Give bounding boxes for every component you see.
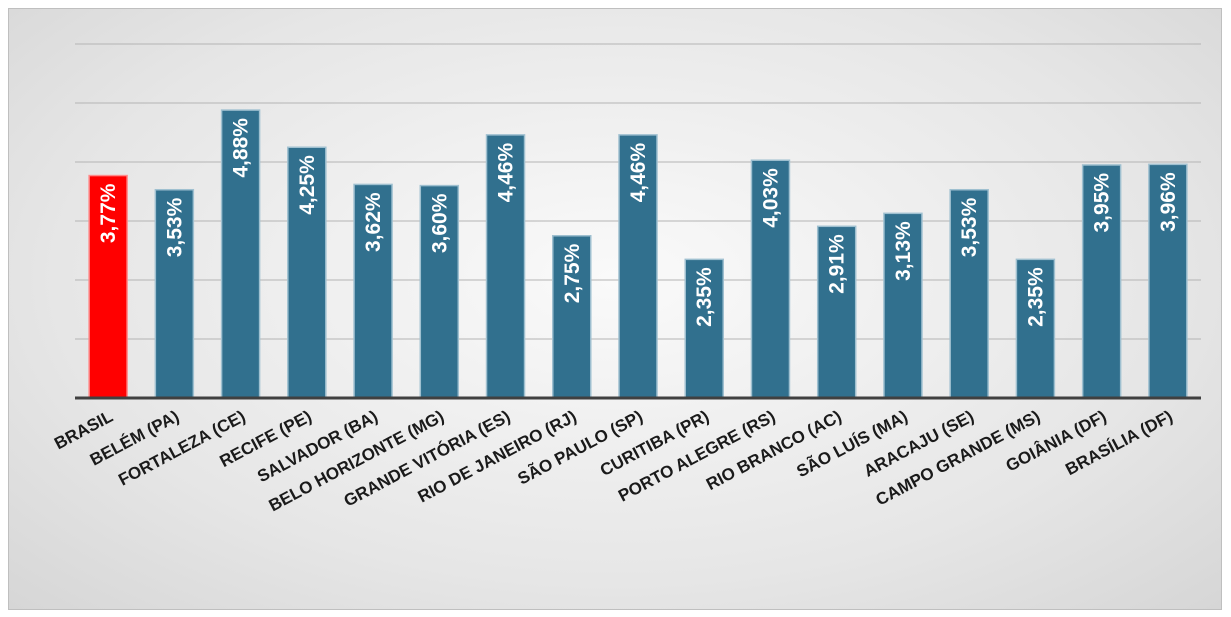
bar-16 <box>1148 163 1188 399</box>
data-label-10: 4,03% <box>759 168 782 228</box>
data-label-0: 3,77% <box>97 183 120 243</box>
data-label-14: 2,35% <box>1024 267 1047 327</box>
data-label-2: 4,88% <box>230 118 253 178</box>
data-label-7: 2,75% <box>561 243 584 303</box>
bar-7 <box>552 235 592 399</box>
chart-frame: 3,77% 3,53% 4,88% 4,25% 3,62% 3,60% 4,46% 2,75%… <box>8 8 1222 610</box>
bar-10 <box>750 159 791 399</box>
data-label-5: 3,60% <box>428 193 451 253</box>
data-labels: 3,77% 3,53% 4,88% 4,25% 3,62% 3,60% 4,46% 2,75%… <box>97 118 1180 327</box>
bar-15 <box>1081 164 1122 399</box>
bar-3 <box>287 146 327 399</box>
data-label-16: 3,96% <box>1157 172 1180 232</box>
data-label-4: 3,62% <box>362 192 385 252</box>
data-label-12: 3,13% <box>892 221 915 281</box>
data-label-9: 2,35% <box>693 267 716 327</box>
bar-4 <box>353 183 393 399</box>
bar-2 <box>220 109 261 399</box>
bar-5 <box>419 184 460 399</box>
data-label-6: 4,46% <box>495 143 518 203</box>
data-label-11: 2,91% <box>826 234 849 294</box>
bar-13 <box>949 188 989 399</box>
data-label-15: 3,95% <box>1091 173 1114 233</box>
category-label-12: SÃO LUÍS (MA) <box>793 406 911 481</box>
bar-chart: 3,77% 3,53% 4,88% 4,25% 3,62% 3,60% 4,46% 2,75%… <box>51 43 1201 515</box>
data-label-8: 4,46% <box>627 143 650 203</box>
data-label-1: 3,53% <box>163 197 186 257</box>
data-label-13: 3,53% <box>958 197 981 257</box>
data-label-3: 4,25% <box>296 155 319 215</box>
bar-6 <box>485 134 526 399</box>
bars <box>88 109 1188 399</box>
bar-9 <box>684 258 724 399</box>
bar-12 <box>883 212 923 399</box>
bar-11 <box>816 225 857 399</box>
bar-14 <box>1015 258 1056 399</box>
bar-1 <box>154 188 195 399</box>
